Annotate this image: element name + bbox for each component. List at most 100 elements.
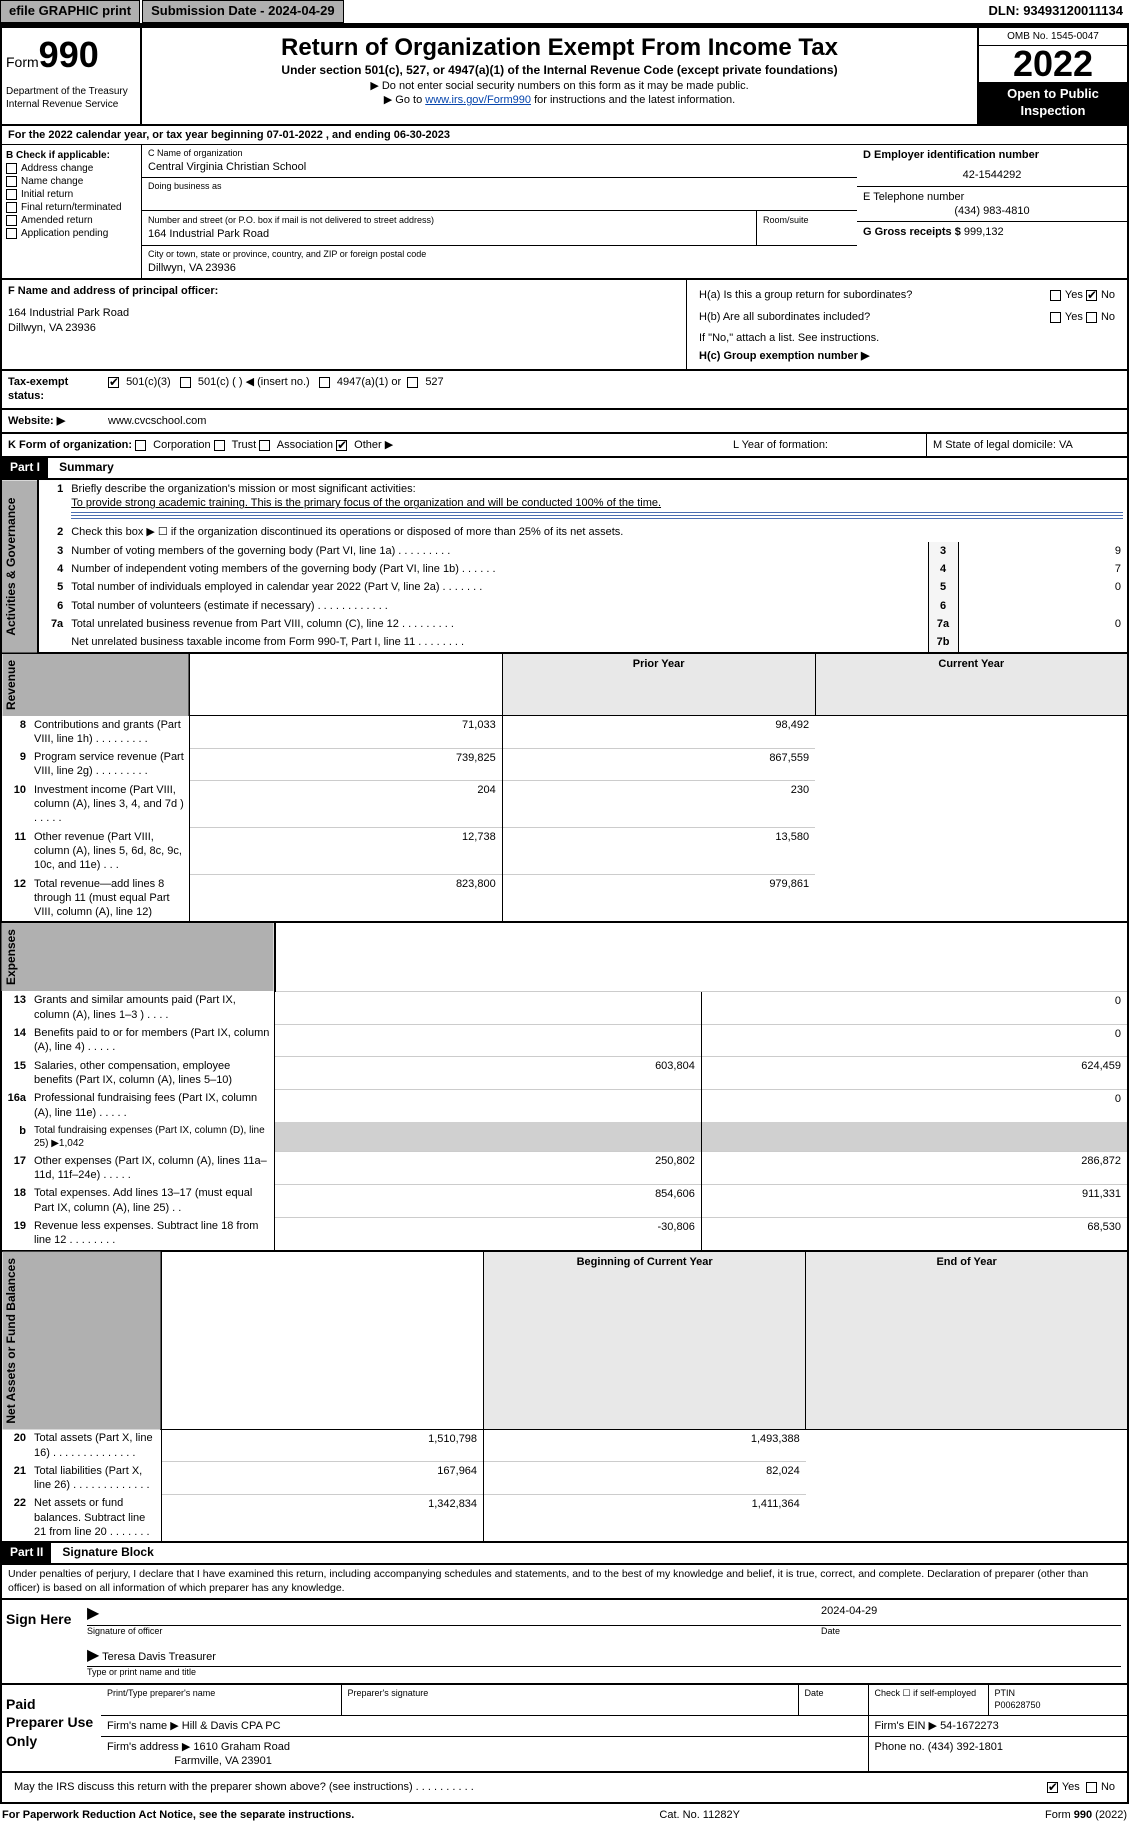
hb-no: No xyxy=(1101,311,1115,323)
f-addr2: Dillwyn, VA 23936 xyxy=(8,321,680,335)
may-discuss-text: May the IRS discuss this return with the… xyxy=(8,1776,1041,1798)
i-501c: 501(c) ( ) ◀ (insert no.) xyxy=(198,376,310,388)
org-info-col: C Name of organization Central Virginia … xyxy=(142,145,857,278)
part1-title: Summary xyxy=(51,460,114,476)
ck-other[interactable] xyxy=(336,440,347,451)
officer-name: Teresa Davis Treasurer xyxy=(102,1651,216,1663)
ck-hb-yes[interactable] xyxy=(1050,312,1061,323)
prior-current-header: Revenue Prior Year Current Year 8Contrib… xyxy=(0,654,1129,924)
ck-trust[interactable] xyxy=(214,440,225,451)
room-label: Room/suite xyxy=(763,215,851,227)
ck-527[interactable] xyxy=(407,377,418,388)
m-label: M State of legal domicile: VA xyxy=(927,434,1127,456)
ck-501c3[interactable] xyxy=(108,377,119,388)
irs-link[interactable]: www.irs.gov/Form990 xyxy=(425,94,531,106)
i-label: Tax-exempt status: xyxy=(2,371,102,408)
ptin-value: P00628750 xyxy=(995,1700,1041,1710)
g-label: G Gross receipts $ xyxy=(863,226,961,238)
ck-final-return[interactable] xyxy=(6,202,17,213)
k-assoc: Association xyxy=(277,439,333,451)
firm-name: Hill & Davis CPA PC xyxy=(182,1720,281,1732)
j-label: Website: ▶ xyxy=(2,410,102,432)
opt-initial-return: Initial return xyxy=(21,189,73,200)
k-trust: Trust xyxy=(232,439,257,451)
note-ssn: ▶ Do not enter social security numbers o… xyxy=(146,79,973,93)
part1-header-row: Part I Summary xyxy=(0,458,1129,480)
sig-officer-label: Signature of officer xyxy=(87,1626,821,1638)
ck-501c[interactable] xyxy=(180,377,191,388)
footer-mid: Cat. No. 11282Y xyxy=(659,1808,740,1822)
opt-address-change: Address change xyxy=(21,163,93,174)
firm-ein-label: Firm's EIN ▶ xyxy=(875,1720,938,1732)
ck-ha-no[interactable] xyxy=(1086,290,1097,301)
opt-app-pending: Application pending xyxy=(21,228,108,239)
date-label: Date xyxy=(821,1626,1121,1638)
ck-app-pending[interactable] xyxy=(6,228,17,239)
efile-button[interactable]: efile GRAPHIC print xyxy=(0,0,140,23)
ck-amended[interactable] xyxy=(6,215,17,226)
year-box: OMB No. 1545-0047 2022 Open to Public In… xyxy=(977,28,1127,124)
net-assets-table: Net Assets or Fund Balances Beginning of… xyxy=(0,1252,1129,1544)
opt-final-return: Final return/terminated xyxy=(21,202,122,213)
tax-year: 2022 xyxy=(979,46,1127,82)
ha-no: No xyxy=(1101,289,1115,301)
ck-4947[interactable] xyxy=(319,377,330,388)
firm-phone: (434) 392-1801 xyxy=(928,1741,1003,1753)
ck-ha-yes[interactable] xyxy=(1050,290,1061,301)
form-title: Return of Organization Exempt From Incom… xyxy=(146,32,973,63)
ck-corp[interactable] xyxy=(135,440,146,451)
right-info-col: D Employer identification number 42-1544… xyxy=(857,145,1127,278)
opt-amended: Amended return xyxy=(21,215,93,226)
footer: For Paperwork Reduction Act Notice, see … xyxy=(0,1804,1129,1826)
tab-expenses: Expenses xyxy=(1,923,275,991)
tab-net-assets: Net Assets or Fund Balances xyxy=(1,1252,161,1430)
prep-date-label: Date xyxy=(798,1685,868,1715)
hb-yes: Yes xyxy=(1065,311,1083,323)
f-addr1: 164 Industrial Park Road xyxy=(8,298,680,320)
form-subtitle: Under section 501(c), 527, or 4947(a)(1)… xyxy=(146,63,973,79)
inspection-notice: Open to Public Inspection xyxy=(979,82,1127,124)
sign-here-block: Sign Here ▶ 2024-04-29 Signature of offi… xyxy=(0,1600,1129,1685)
prior-year-head: Prior Year xyxy=(502,654,815,716)
ck-discuss-yes[interactable] xyxy=(1047,1782,1058,1793)
d-label: D Employer identification number xyxy=(863,148,1121,162)
e-label: E Telephone number xyxy=(863,190,1121,204)
i-4947: 4947(a)(1) or xyxy=(337,376,401,388)
ck-discuss-no[interactable] xyxy=(1086,1782,1097,1793)
expenses-table: Expenses 13Grants and similar amounts pa… xyxy=(0,923,1129,1251)
h-note: If "No," attach a list. See instructions… xyxy=(693,329,1121,347)
ck-address-change[interactable] xyxy=(6,163,17,174)
check-applicable-col: B Check if applicable: Address change Na… xyxy=(2,145,142,278)
part2-header-row: Part II Signature Block xyxy=(0,1543,1129,1565)
sig-date: 2024-04-29 xyxy=(821,1604,1121,1625)
firm-ein: 54-1672273 xyxy=(940,1720,999,1732)
form-prefix: Form xyxy=(6,54,39,70)
ha-label: H(a) Is this a group return for subordin… xyxy=(693,284,1044,306)
ptin-label: PTIN xyxy=(995,1688,1016,1698)
check-self-employed: Check ☐ if self-employed xyxy=(868,1685,988,1715)
footer-right: Form 990 (2022) xyxy=(1045,1808,1127,1822)
firm-name-label: Firm's name ▶ xyxy=(107,1720,179,1732)
l1-label: Briefly describe the organization's miss… xyxy=(71,483,415,495)
officer-type-label: Type or print name and title xyxy=(87,1667,1121,1679)
k-label: K Form of organization: xyxy=(8,439,132,451)
end-year-head: End of Year xyxy=(806,1252,1128,1430)
part1-header: Part I xyxy=(2,458,48,478)
firm-phone-label: Phone no. xyxy=(875,1741,925,1753)
ck-assoc[interactable] xyxy=(259,440,270,451)
prep-name-label: Print/Type preparer's name xyxy=(101,1685,341,1715)
may-discuss-row: May the IRS discuss this return with the… xyxy=(0,1773,1129,1803)
discuss-no: No xyxy=(1101,1781,1115,1793)
part2-title: Signature Block xyxy=(54,1545,153,1561)
form-id-box: Form990 Department of the Treasury Inter… xyxy=(2,28,142,124)
phone-value: (434) 983-4810 xyxy=(863,204,1121,218)
ck-initial-return[interactable] xyxy=(6,189,17,200)
ck-hb-no[interactable] xyxy=(1086,312,1097,323)
submission-button[interactable]: Submission Date - 2024-04-29 xyxy=(142,0,344,23)
hc-label: H(c) Group exemption number ▶ xyxy=(693,347,1121,365)
ein-value: 42-1544292 xyxy=(863,162,1121,182)
irs-label: Internal Revenue Service xyxy=(6,98,136,111)
ck-name-change[interactable] xyxy=(6,176,17,187)
dept-treasury: Department of the Treasury xyxy=(6,85,136,98)
hb-label: H(b) Are all subordinates included? xyxy=(693,306,1044,328)
